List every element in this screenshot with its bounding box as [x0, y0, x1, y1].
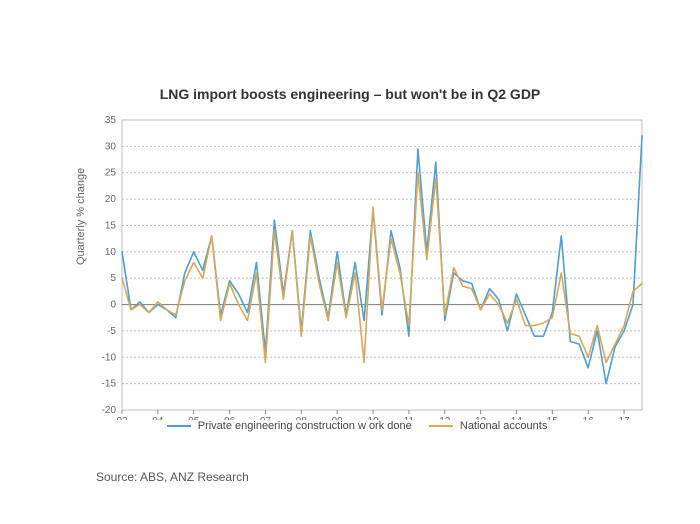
legend-label-0: Private engineering construction w ork d… [198, 420, 412, 432]
chart-area: -20-15-10-505101520253035030405060708091… [90, 70, 610, 440]
svg-text:5: 5 [110, 273, 116, 284]
source-text: Source: ABS, ANZ Research [96, 470, 249, 484]
svg-text:10: 10 [105, 247, 117, 258]
svg-text:-5: -5 [107, 326, 116, 337]
svg-text:15: 15 [105, 220, 117, 231]
svg-text:-15: -15 [102, 379, 117, 390]
y-axis-label: Quarterly % change [75, 168, 87, 265]
legend-label-1: National accounts [460, 420, 547, 432]
svg-text:20: 20 [105, 194, 117, 205]
svg-text:-20: -20 [102, 405, 117, 416]
legend-swatch-1 [429, 425, 453, 427]
svg-text:35: 35 [105, 115, 117, 126]
svg-text:-10: -10 [102, 352, 117, 363]
legend: Private engineering construction w ork d… [0, 420, 700, 432]
legend-swatch-0 [167, 425, 191, 427]
line-chart-svg: -20-15-10-505101520253035030405060708091… [90, 70, 648, 420]
svg-text:30: 30 [105, 141, 117, 152]
svg-text:0: 0 [110, 300, 116, 311]
svg-text:25: 25 [105, 168, 117, 179]
